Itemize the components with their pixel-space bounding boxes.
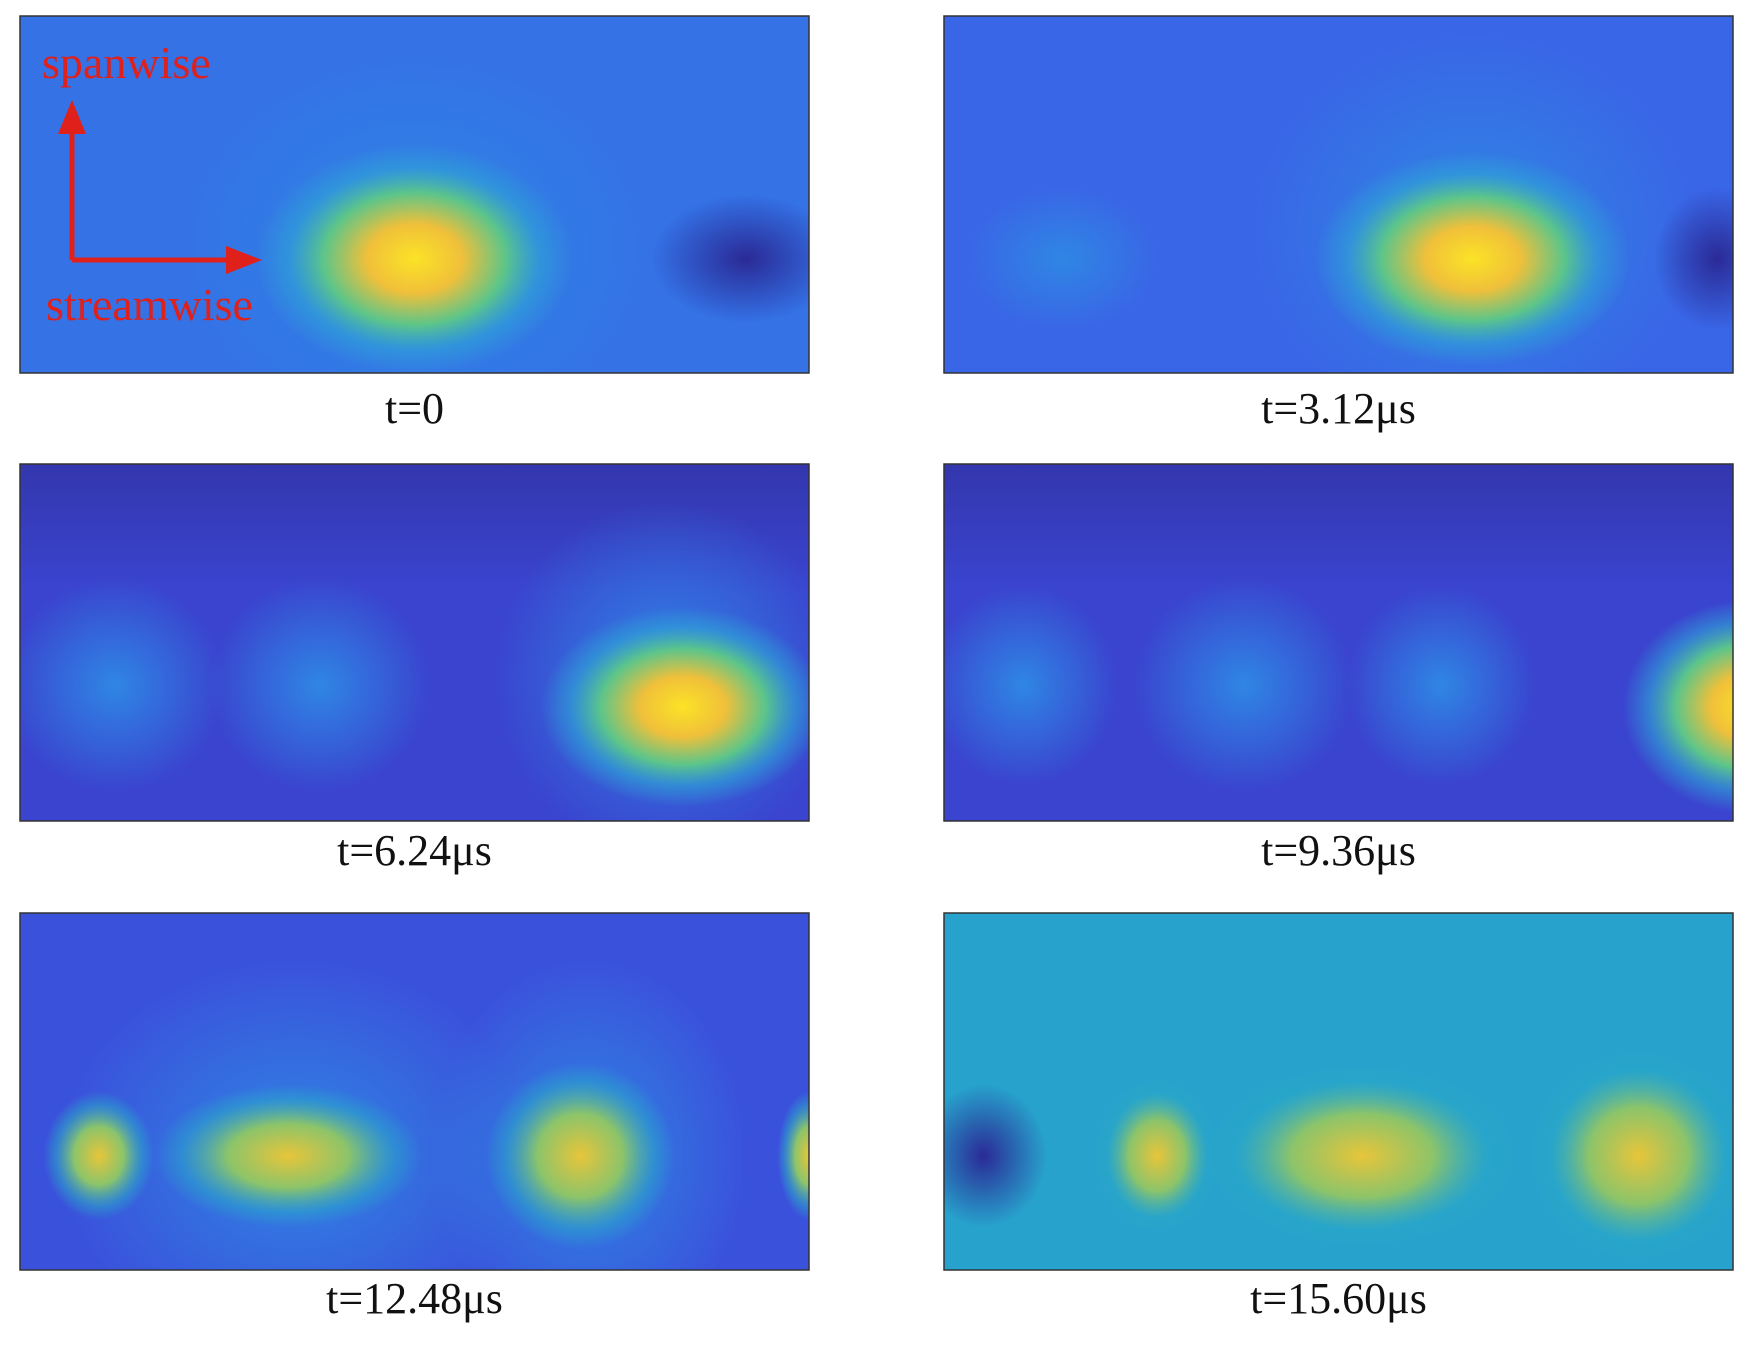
panel-label: t=9.36μs	[1261, 826, 1416, 875]
field-blob	[1346, 585, 1536, 786]
annotation: spanwise	[42, 37, 211, 88]
panel-label: t=15.60μs	[1250, 1274, 1427, 1323]
field-blob	[485, 1062, 675, 1249]
heatmap-panel	[19, 463, 810, 822]
field-blob	[540, 606, 809, 807]
field	[944, 464, 1733, 821]
arrowhead	[58, 100, 86, 134]
field-blob	[967, 187, 1158, 331]
field-blob	[209, 578, 431, 793]
panel-border	[943, 15, 1734, 374]
field	[20, 913, 809, 1270]
field-blob	[1204, 1062, 1520, 1249]
heatmap-panel	[943, 15, 1734, 374]
field	[944, 913, 1733, 1270]
field-blob	[1133, 578, 1355, 793]
heatmap-panel	[943, 912, 1734, 1271]
field	[20, 16, 809, 373]
field-blob	[777, 1091, 809, 1221]
field-blob	[1527, 1048, 1733, 1263]
arrowhead	[226, 246, 262, 274]
field-blob	[1622, 600, 1733, 814]
panel-label: t=0	[385, 384, 444, 433]
field-blob	[651, 194, 809, 324]
field-blob	[1093, 1077, 1221, 1235]
heatmap-panel	[943, 463, 1734, 822]
panel-border	[943, 912, 1734, 1271]
annotation: streamwise	[46, 279, 253, 330]
field-blob	[944, 1084, 1047, 1228]
panel-border	[19, 463, 810, 822]
field-blob	[154, 1084, 423, 1228]
heatmap-panel	[19, 912, 810, 1271]
field	[944, 16, 1733, 373]
panel-label: t=3.12μs	[1261, 384, 1416, 433]
panel-border	[943, 463, 1734, 822]
panel-label: t=12.48μs	[326, 1274, 503, 1323]
field-blob	[1654, 187, 1733, 331]
panel-label: t=6.24μs	[337, 826, 492, 875]
heatmap-panel	[19, 15, 810, 374]
field	[20, 464, 809, 821]
panel-border	[19, 15, 810, 374]
field-blob	[256, 144, 573, 373]
panel-border	[19, 912, 810, 1271]
field-blob	[1314, 151, 1631, 366]
field-blob	[43, 1091, 155, 1221]
field-blob	[20, 578, 226, 793]
field-blob	[944, 585, 1118, 786]
